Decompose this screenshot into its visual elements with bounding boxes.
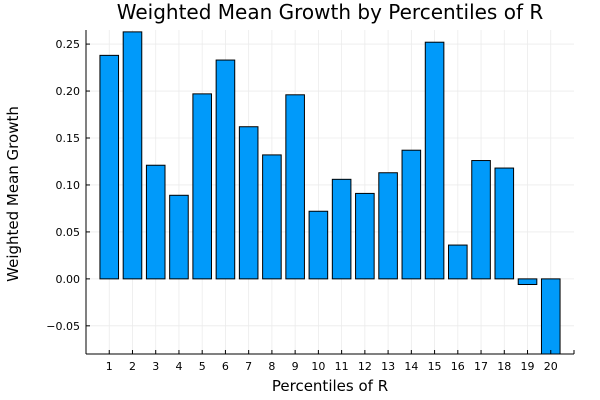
bar-9 (285, 94, 305, 280)
axes-layer (85, 30, 574, 355)
x-tick-label: 8 (268, 360, 275, 373)
bars-layer (99, 31, 561, 355)
x-tick-label: 16 (451, 360, 465, 373)
y-tick-label: 0.25 (56, 38, 81, 51)
x-tick-label: 15 (428, 360, 442, 373)
chart-title: Weighted Mean Growth by Percentiles of R (117, 0, 544, 24)
y-tick-label: 0.20 (56, 85, 81, 98)
x-tick-label: 5 (199, 360, 206, 373)
x-tick-label: 9 (292, 360, 299, 373)
bar-7 (238, 126, 259, 280)
x-tick-label: 14 (404, 360, 418, 373)
y-tick-label: 0.00 (56, 273, 81, 286)
y-tick-label: −0.05 (46, 320, 80, 333)
x-tick-label: 7 (245, 360, 252, 373)
x-tick-label: 6 (222, 360, 229, 373)
x-tick-label: 3 (152, 360, 159, 373)
bar-19 (517, 278, 538, 286)
x-tick-label: 10 (311, 360, 325, 373)
x-tick-label: 4 (175, 360, 182, 373)
x-tick-label: 19 (521, 360, 535, 373)
bar-16 (448, 244, 468, 280)
y-axis-label: Weighted Mean Growth (4, 106, 22, 282)
ticks-layer: 1 2 3 4 5 6 7 8 9 10 11 12 13 14 15 16 17 18 19 20−0.050.00… (46, 38, 575, 373)
x-tick-label: 2 (129, 360, 136, 373)
x-axis-label: Percentiles of R (272, 377, 388, 395)
bar-4 (169, 194, 189, 280)
bar-14 (401, 149, 422, 280)
bar-2 (122, 31, 143, 280)
x-tick-label: 20 (544, 360, 558, 373)
bar-5 (192, 93, 212, 280)
bar-12 (355, 192, 375, 280)
bar-10 (308, 210, 329, 280)
x-tick-label: 1 (106, 360, 113, 373)
x-tick-label: 13 (381, 360, 395, 373)
bar-6 (215, 59, 236, 280)
bar-11 (331, 178, 352, 280)
x-tick-label: 11 (335, 360, 349, 373)
bar-18 (494, 167, 515, 280)
bar-15 (424, 41, 445, 280)
y-tick-label: 0.05 (56, 226, 81, 239)
x-tick-label: 17 (474, 360, 488, 373)
y-tick-label: 0.15 (56, 132, 81, 145)
bar-20 (540, 278, 561, 355)
bar-8 (262, 154, 282, 280)
bar-13 (378, 172, 398, 280)
x-tick-label: 18 (497, 360, 511, 373)
bar-3 (145, 164, 166, 280)
bar-17 (471, 160, 491, 280)
bar-1 (99, 54, 120, 280)
y-tick-label: 0.10 (56, 179, 81, 192)
x-tick-label: 12 (358, 360, 372, 373)
